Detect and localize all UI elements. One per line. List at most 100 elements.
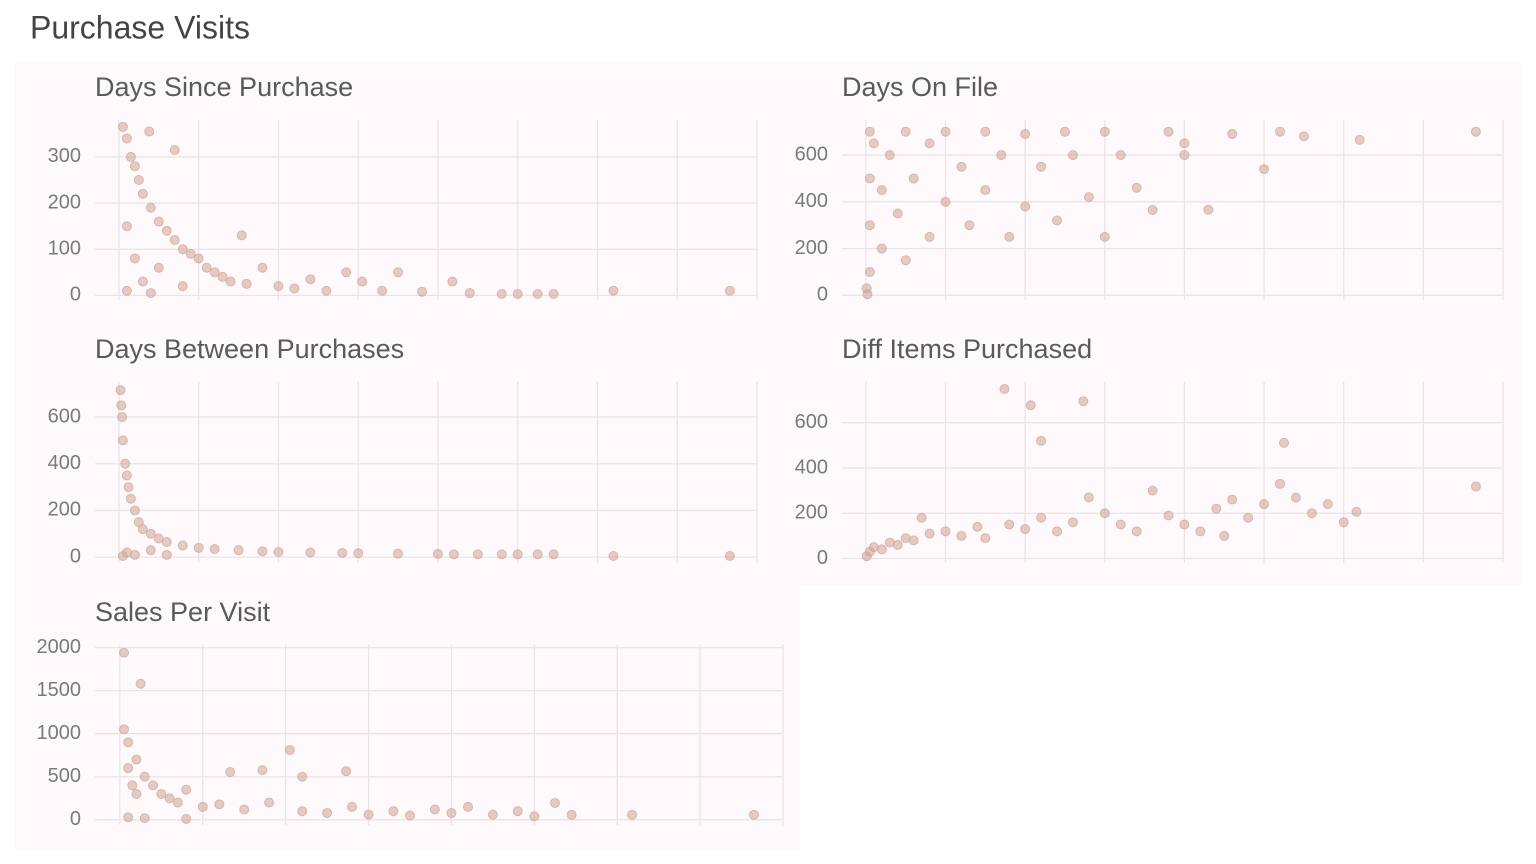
point — [900, 255, 911, 266]
point — [868, 138, 879, 149]
point — [1211, 503, 1222, 514]
point — [121, 133, 132, 144]
point — [284, 745, 295, 756]
point — [724, 550, 735, 561]
point — [257, 262, 268, 273]
point — [153, 216, 164, 227]
point — [1036, 435, 1047, 446]
y-tick-label: 600 — [795, 411, 828, 433]
point — [115, 385, 126, 396]
point — [121, 285, 132, 296]
point — [996, 150, 1007, 161]
point — [1470, 126, 1481, 137]
point — [169, 235, 180, 245]
point — [117, 121, 128, 132]
point — [1004, 519, 1015, 530]
point — [432, 548, 443, 559]
point — [1147, 205, 1158, 215]
point — [1227, 129, 1238, 140]
point — [201, 262, 212, 273]
point — [121, 221, 132, 232]
point — [1179, 150, 1190, 161]
point — [1163, 126, 1174, 137]
point — [1052, 215, 1063, 226]
point — [305, 274, 316, 285]
y-tick-label: 200 — [48, 191, 81, 213]
point — [161, 549, 172, 560]
point — [177, 540, 188, 551]
point — [916, 512, 927, 523]
point — [417, 286, 428, 297]
point — [117, 435, 128, 446]
point — [388, 806, 399, 817]
point — [116, 400, 127, 411]
point — [463, 801, 474, 812]
y-tick-label: 0 — [817, 547, 828, 569]
point — [119, 647, 130, 658]
point — [1179, 138, 1190, 149]
point — [940, 126, 951, 137]
point — [1338, 517, 1349, 528]
point — [145, 288, 156, 299]
point — [129, 161, 140, 172]
point — [1278, 437, 1289, 448]
point — [209, 543, 220, 554]
point — [1059, 126, 1070, 137]
point — [1131, 182, 1142, 193]
point — [1067, 150, 1078, 161]
point — [1470, 481, 1481, 492]
point — [404, 810, 415, 821]
point — [1354, 134, 1365, 145]
point — [209, 267, 220, 278]
point — [1351, 506, 1362, 517]
point — [353, 548, 364, 559]
point — [1099, 508, 1110, 519]
point — [724, 285, 735, 296]
point — [1275, 478, 1286, 489]
y-tick-label: 1000 — [37, 722, 82, 744]
point — [1020, 201, 1031, 212]
y-tick-label: 600 — [795, 143, 828, 165]
y-tick-label: 600 — [48, 405, 81, 427]
chart-title: Days Since Purchase — [95, 72, 353, 102]
point — [1052, 526, 1063, 537]
point — [185, 248, 196, 259]
y-tick-label: 0 — [817, 284, 828, 306]
point — [1259, 164, 1270, 175]
point — [144, 126, 155, 137]
point — [1099, 126, 1110, 137]
point — [193, 542, 204, 553]
point — [145, 528, 156, 539]
point — [884, 150, 895, 161]
point — [1275, 126, 1286, 137]
point — [225, 276, 236, 287]
point — [1227, 494, 1238, 505]
point — [1004, 231, 1015, 242]
point — [129, 505, 140, 516]
point — [273, 281, 284, 292]
point — [864, 173, 875, 184]
point — [257, 546, 268, 557]
point — [169, 145, 180, 155]
point — [956, 161, 967, 172]
point — [148, 780, 159, 791]
point — [529, 811, 540, 822]
point — [257, 765, 268, 776]
point — [139, 771, 150, 782]
point — [123, 482, 134, 493]
point — [864, 220, 875, 231]
point — [1259, 499, 1270, 510]
point — [393, 267, 404, 278]
point — [120, 458, 131, 469]
y-tick-label: 400 — [795, 456, 828, 478]
point — [264, 797, 275, 808]
point — [487, 809, 498, 820]
point — [273, 547, 284, 558]
point — [123, 812, 134, 823]
point — [117, 412, 128, 423]
point — [322, 807, 333, 818]
point — [446, 807, 457, 818]
point — [532, 289, 543, 299]
point — [548, 549, 559, 560]
